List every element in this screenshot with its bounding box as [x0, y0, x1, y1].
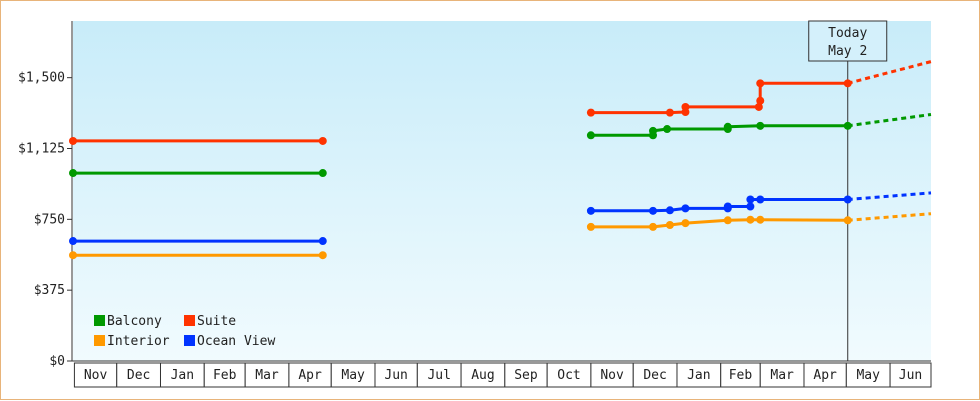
data-point-balcony: [663, 125, 672, 134]
month-cell: [416, 362, 462, 388]
month-cell: [889, 362, 932, 388]
x-tick-label: Jun: [899, 368, 922, 383]
x-tick-label: Nov: [84, 368, 108, 383]
x-tick-label: Jun: [384, 368, 407, 383]
data-point-ocean-view: [756, 195, 765, 204]
data-point-suite: [586, 108, 595, 117]
x-tick-label: Jan: [687, 368, 710, 383]
month-cell: [159, 362, 205, 388]
month-cell: [73, 362, 118, 388]
data-point-balcony: [756, 121, 765, 130]
data-point-suite: [318, 136, 327, 145]
month-cell: [203, 362, 246, 388]
month-cell: [759, 362, 805, 388]
legend-label: Balcony: [107, 314, 162, 329]
series-ocean-view: [69, 191, 932, 246]
data-point-ocean-view: [318, 237, 327, 246]
data-point-suite: [681, 102, 690, 111]
month-cell: [504, 362, 548, 388]
month-cell: [845, 362, 891, 388]
x-tick-label: May: [856, 368, 880, 383]
data-point-ocean-view: [746, 202, 755, 211]
legend-swatch: [184, 315, 195, 326]
month-cell: [244, 362, 290, 388]
data-point-interior: [746, 215, 755, 224]
x-tick-label: May: [341, 368, 365, 383]
series-interior: [69, 212, 932, 260]
legend-swatch: [94, 335, 105, 346]
series-balcony: [69, 113, 932, 178]
data-point-balcony: [586, 131, 595, 140]
y-tick-label: $1,125: [18, 142, 65, 157]
x-tick-label: Feb: [213, 368, 237, 383]
y-tick-label: $0: [49, 354, 65, 369]
x-tick-label: Nov: [600, 368, 624, 383]
data-point-balcony: [318, 169, 327, 178]
legend-swatch: [94, 315, 105, 326]
y-tick-label: $375: [34, 283, 65, 298]
data-point-ocean-view: [586, 206, 595, 215]
data-point-interior: [723, 216, 732, 225]
month-cell: [720, 362, 761, 388]
plot-background: [73, 21, 931, 361]
month-cell: [590, 362, 634, 388]
legend-label: Ocean View: [197, 334, 275, 349]
series-suite: [69, 60, 932, 145]
x-tick-label: Mar: [255, 368, 279, 383]
x-tick-label: Apr: [813, 368, 837, 383]
data-point-interior: [665, 221, 674, 229]
data-point-ocean-view: [681, 204, 690, 213]
data-point-suite: [756, 79, 765, 88]
data-point-interior: [69, 251, 77, 260]
data-point-suite: [754, 102, 763, 111]
data-point-interior: [756, 215, 765, 224]
data-point-ocean-view: [648, 206, 657, 215]
today-box: [808, 20, 888, 62]
data-point-suite: [665, 108, 674, 117]
data-point-interior: [681, 219, 690, 228]
projection-line-ocean-view: [847, 191, 932, 201]
legend-label: Interior: [107, 334, 170, 349]
data-point-ocean-view: [69, 237, 77, 246]
x-tick-label: Jul: [427, 368, 450, 383]
x-tick-label: Dec: [643, 368, 666, 383]
data-point-interior: [648, 222, 657, 231]
data-point-balcony: [723, 122, 732, 131]
x-tick-label: Mar: [770, 368, 794, 383]
data-point-suite: [756, 96, 765, 105]
data-point-balcony: [69, 169, 77, 178]
month-cell: [288, 362, 332, 388]
data-point-suite: [69, 136, 77, 145]
x-tick-label: Dec: [127, 368, 150, 383]
x-tick-label: Aug: [471, 368, 494, 383]
x-tick-label: Feb: [729, 368, 753, 383]
projection-line-interior: [847, 212, 932, 222]
x-tick-label: Apr: [298, 368, 322, 383]
month-cell: [632, 362, 678, 388]
legend-label: Suite: [197, 314, 236, 329]
data-point-ocean-view: [723, 202, 732, 211]
month-cell: [116, 362, 161, 388]
today-date-label: May 2: [828, 44, 867, 59]
legend-swatch: [184, 335, 195, 346]
data-point-balcony: [648, 126, 657, 135]
y-tick-label: $750: [34, 212, 65, 227]
data-point-ocean-view: [746, 195, 755, 204]
today-label: Today: [828, 26, 867, 41]
x-tick-label: Jan: [171, 368, 194, 383]
x-tick-label: Oct: [557, 368, 580, 383]
data-point-interior: [586, 222, 595, 231]
x-tick-label: Sep: [514, 368, 538, 383]
data-point-interior: [318, 251, 327, 260]
data-point-ocean-view: [665, 206, 674, 215]
y-tick-label: $1,500: [18, 71, 65, 86]
